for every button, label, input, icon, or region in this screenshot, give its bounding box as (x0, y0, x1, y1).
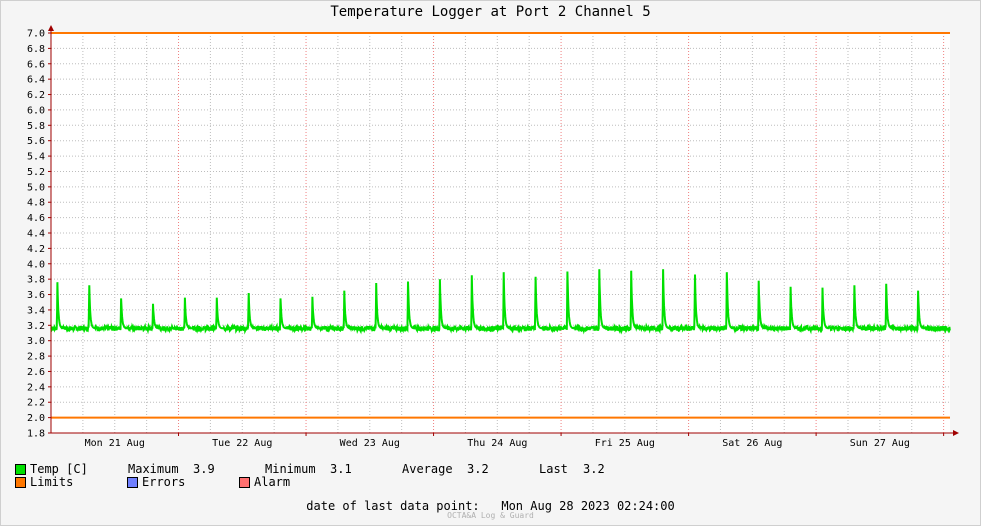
y-tick-label: 2.0 (27, 413, 45, 424)
legend-limits-label: Limits (30, 475, 74, 489)
last-data-point-label: date of last data point: (306, 499, 480, 513)
y-tick-label: 3.8 (27, 275, 45, 286)
alarm-swatch (239, 477, 250, 488)
legend-minimum-label: Minimum (265, 462, 316, 476)
y-tick-label: 5.0 (27, 182, 45, 193)
chart-title: Temperature Logger at Port 2 Channel 5 (330, 4, 651, 20)
legend-alarm-label: Alarm (254, 475, 291, 489)
temperature-chart: 1.8 2.0 2.2 2.4 2.6 2.8 3.0 3.2 3.4 3.6 3.8 4.0 4.2 4… (27, 25, 959, 449)
y-tick-label: 2.8 (27, 352, 45, 363)
x-tick-label: Wed 23 Aug (340, 438, 400, 449)
grid-major (178, 33, 945, 436)
errors-swatch (127, 477, 138, 488)
y-tick-label: 3.2 (27, 321, 45, 332)
y-tick-label: 2.2 (27, 398, 45, 409)
y-tick-label: 4.8 (27, 198, 45, 209)
y-tick-label: 6.0 (27, 105, 45, 116)
y-tick-label: 6.2 (27, 90, 45, 101)
y-tick-label: 6.6 (27, 59, 45, 70)
last-data-point: date of last data point: Mon Aug 28 2023… (0, 499, 981, 513)
limit-lines (51, 32, 950, 419)
y-tick-label: 4.4 (27, 229, 45, 240)
y-tick-label: 7.0 (27, 29, 45, 40)
y-axis-labels: 1.8 2.0 2.2 2.4 2.6 2.8 3.0 3.2 3.4 3.6 3.8 4.0 4.2 4… (27, 29, 45, 440)
x-tick-label: Sat 26 Aug (722, 438, 782, 449)
legend-average-value: 3.2 (467, 462, 489, 476)
y-axis-arrow (48, 25, 54, 31)
legend-errors-label: Errors (142, 475, 186, 489)
legend-maximum-label: Maximum (128, 462, 179, 476)
y-tick-label: 4.2 (27, 244, 45, 255)
y-tick-label: 6.8 (27, 44, 45, 55)
legend-last-label: Last (539, 462, 568, 476)
y-tick-label: 3.4 (27, 305, 45, 316)
y-tick-label: 4.6 (27, 213, 45, 224)
legend-average-label: Average (402, 462, 453, 476)
temp-series-line (50, 269, 951, 335)
series-layer (50, 269, 951, 335)
y-tick-label: 4.0 (27, 259, 45, 270)
x-tick-label: Thu 24 Aug (467, 438, 527, 449)
grid-minor (48, 32, 950, 434)
y-tick-label: 5.8 (27, 121, 45, 132)
legend-minimum-value: 3.1 (330, 462, 352, 476)
y-tick-label: 6.4 (27, 75, 45, 86)
y-tick-label: 5.6 (27, 136, 45, 147)
y-tick-label: 3.0 (27, 336, 45, 347)
x-axis-labels: Mon 21 Aug Tue 22 Aug Wed 23 Aug Thu 24 Aug… (85, 438, 910, 449)
legend-temp-label: Temp [C] (30, 462, 88, 476)
axes (48, 25, 959, 436)
y-tick-label: 5.2 (27, 167, 45, 178)
plot-area (51, 33, 950, 433)
x-tick-label: Mon 21 Aug (85, 438, 145, 449)
x-tick-label: Sun 27 Aug (850, 438, 910, 449)
x-tick-label: Fri 25 Aug (595, 438, 655, 449)
legend-maximum-value: 3.9 (193, 462, 215, 476)
limits-swatch (15, 477, 26, 488)
y-tick-label: 5.4 (27, 152, 45, 163)
y-tick-label: 3.6 (27, 290, 45, 301)
x-tick-label: Tue 22 Aug (212, 438, 272, 449)
last-data-point-value: Mon Aug 28 2023 02:24:00 (501, 499, 675, 513)
legend-last-value: 3.2 (583, 462, 605, 476)
y-tick-label: 1.8 (27, 429, 45, 440)
x-axis-arrow (953, 430, 959, 436)
temp-swatch (15, 464, 26, 475)
y-tick-label: 2.4 (27, 382, 45, 393)
y-tick-label: 2.6 (27, 367, 45, 378)
credit-text: OCTA&A Log & Guard (447, 511, 534, 520)
